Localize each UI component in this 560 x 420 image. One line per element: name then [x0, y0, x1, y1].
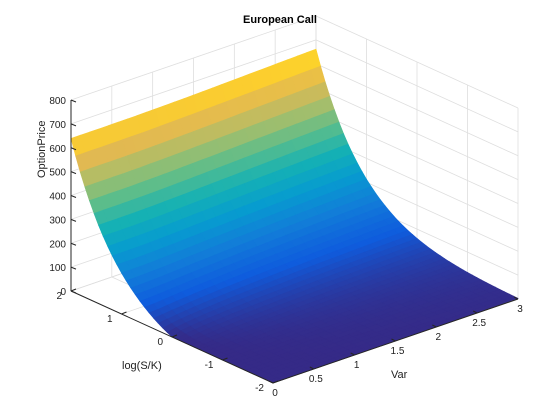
- log-tick-label: -2: [255, 383, 264, 394]
- price-tick-label: 600: [49, 144, 66, 155]
- var-tick-label: 0.5: [309, 374, 323, 385]
- price-tick-label: 400: [49, 192, 66, 203]
- var-tick-label: 1.5: [391, 346, 405, 357]
- var-tick-label: 2: [436, 332, 442, 343]
- log-tick-label: 1: [107, 314, 113, 325]
- price-tick-label: 500: [49, 168, 66, 179]
- price-tick-label: 0: [60, 287, 66, 298]
- price-tick-label: 200: [49, 239, 66, 250]
- var-tick-label: 0: [272, 388, 278, 399]
- z-axis-label: OptionPrice: [36, 120, 48, 178]
- tick-labels: 00.511.522.53-2-101201002003004005006007…: [49, 96, 523, 399]
- price-tick-label: 800: [49, 96, 66, 107]
- price-tick-label: 300: [49, 215, 66, 226]
- var-tick-label: 3: [517, 304, 523, 315]
- log-tick-label: 2: [56, 291, 62, 302]
- log-tick-label: -1: [205, 360, 214, 371]
- var-tick-label: 1: [354, 360, 360, 371]
- price-tick-label: 100: [49, 263, 66, 274]
- price-tick-label: 700: [49, 120, 66, 131]
- chart-title: European Call: [243, 14, 317, 26]
- var-tick-label: 2.5: [472, 318, 486, 329]
- y-axis-label: log(S/K): [122, 360, 162, 372]
- axes: [70, 99, 519, 384]
- log-tick-label: 0: [157, 337, 163, 348]
- option-price-surface: [70, 48, 519, 384]
- x-axis-label: Var: [391, 369, 408, 381]
